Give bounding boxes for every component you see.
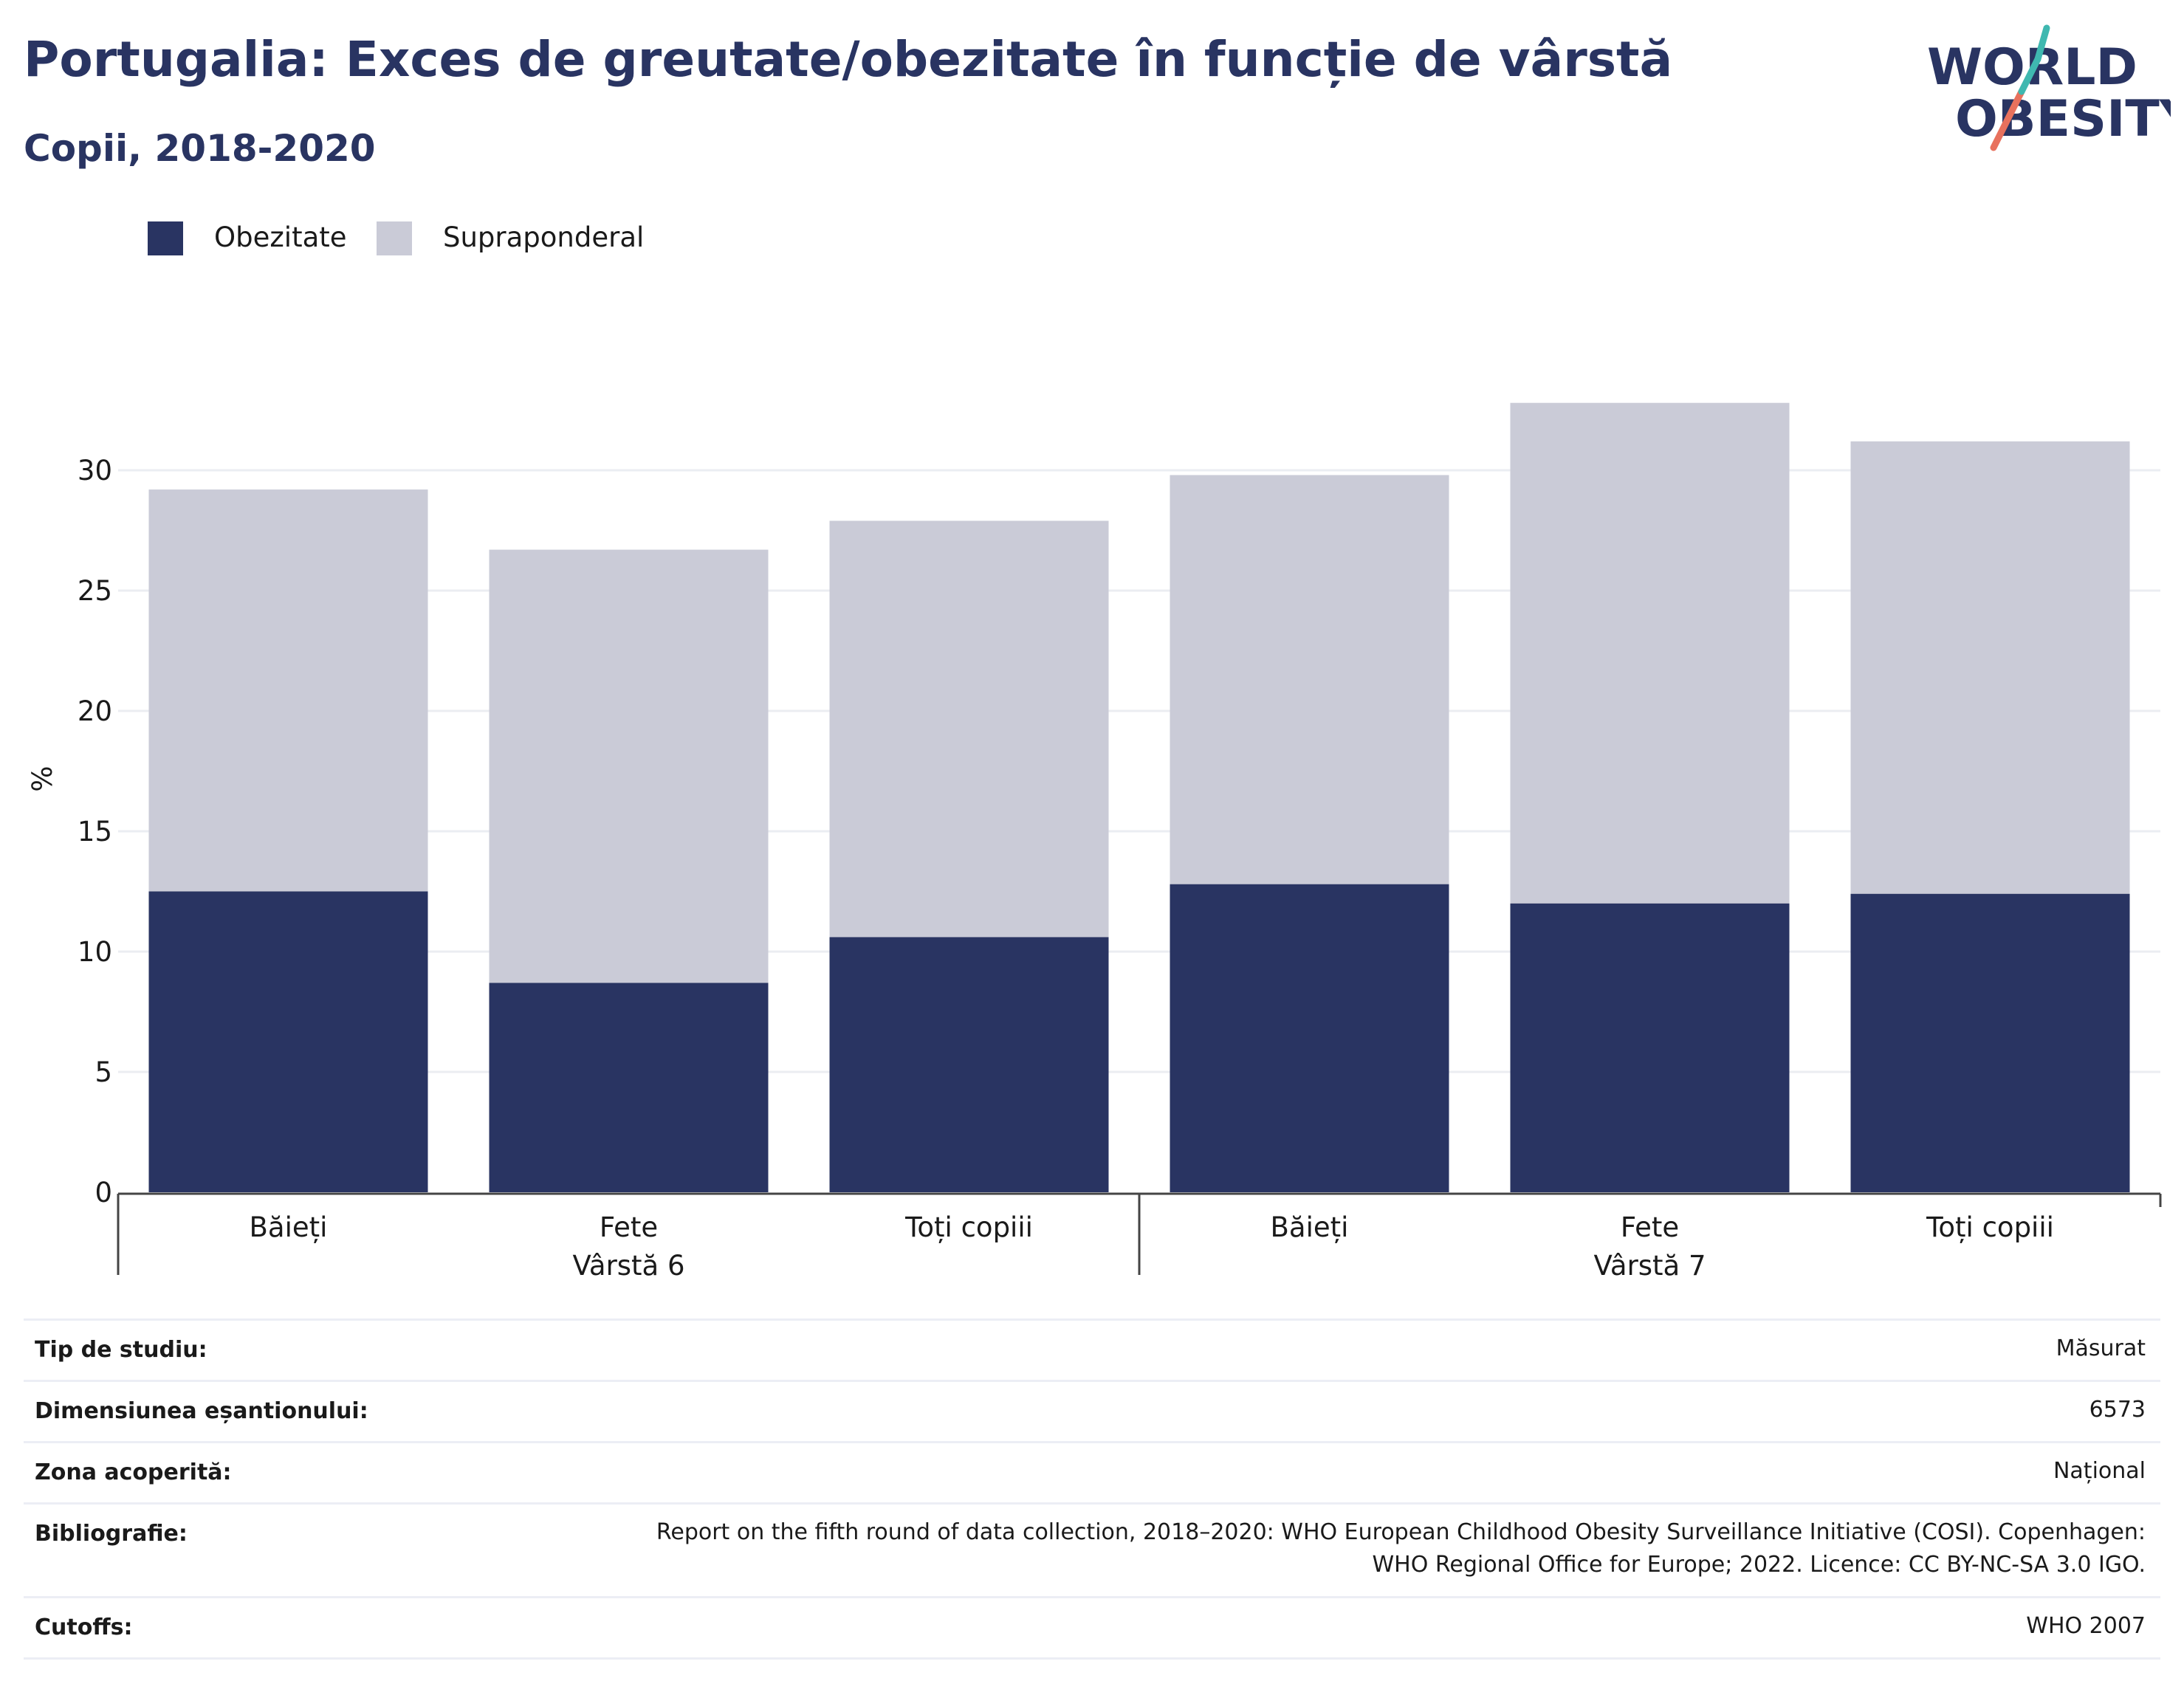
bar-obezitate-3 bbox=[1170, 884, 1449, 1192]
group-label-0: Vârstă 6 bbox=[572, 1250, 684, 1282]
y-tick-label-25: 25 bbox=[78, 575, 112, 607]
info-label-study-type: Tip de studiu: bbox=[35, 1337, 207, 1363]
stacked-bar-chart: 0 5 10 15 20 25 30% Băieți Fete Toți copiii Băieți… bbox=[27, 402, 2162, 1282]
legend-swatch-supraponderal bbox=[377, 221, 412, 255]
y-tick-label-15: 15 bbox=[78, 816, 112, 848]
x-tick-label-1: Fete bbox=[600, 1211, 658, 1243]
chart-subtitle: Copii, 2018-2020 bbox=[24, 127, 376, 170]
x-tick-label-0: Băieți bbox=[250, 1211, 328, 1243]
y-tick-label-30: 30 bbox=[78, 455, 112, 487]
bar-supraponderal-3 bbox=[1170, 475, 1449, 884]
info-value-bibliography: Report on the fifth round of data collec… bbox=[656, 1516, 2146, 1581]
y-tick-label-5: 5 bbox=[95, 1056, 112, 1088]
bibliography-line-1: Report on the fifth round of data collec… bbox=[656, 1519, 2146, 1545]
info-label-sample-size: Dimensiunea eșantionului: bbox=[35, 1398, 368, 1424]
info-label-cutoffs: Cutoffs: bbox=[35, 1615, 133, 1640]
x-tick-label-2: Toți copiii bbox=[904, 1211, 1033, 1243]
x-tick-label-3: Băieți bbox=[1271, 1211, 1349, 1243]
bar-supraponderal-2 bbox=[829, 520, 1109, 938]
bar-supraponderal-1 bbox=[489, 549, 769, 983]
bar-supraponderal-0 bbox=[148, 489, 428, 892]
bar-obezitate-2 bbox=[829, 937, 1109, 1192]
info-value-cutoffs: WHO 2007 bbox=[2026, 1613, 2146, 1639]
y-tick-label-20: 20 bbox=[78, 695, 112, 727]
bar-supraponderal-4 bbox=[1510, 402, 1790, 904]
bar-obezitate-5 bbox=[1850, 893, 2130, 1192]
x-tick-label-4: Fete bbox=[1621, 1211, 1679, 1243]
info-row-sample-size: Dimensiunea eșantionului: 6573 bbox=[24, 1380, 2160, 1441]
info-label-bibliography: Bibliografie: bbox=[35, 1521, 188, 1547]
info-label-area-covered: Zona acoperită: bbox=[35, 1460, 232, 1485]
bar-supraponderal-5 bbox=[1850, 441, 2130, 894]
info-value-area-covered: Național bbox=[2053, 1458, 2146, 1484]
bar-obezitate-0 bbox=[148, 891, 428, 1192]
y-tick-label-0: 0 bbox=[95, 1177, 112, 1208]
bar-obezitate-1 bbox=[489, 983, 769, 1192]
bibliography-line-2: WHO Regional Office for Europe; 2022. Li… bbox=[1372, 1552, 2146, 1578]
logo-graphic: WORLD OBESITY bbox=[1927, 24, 2184, 151]
group-label-1: Vârstă 7 bbox=[1593, 1250, 1706, 1282]
info-value-study-type: Măsurat bbox=[2056, 1335, 2146, 1361]
logo-slash-coral bbox=[1990, 88, 2025, 151]
legend-swatch-obezitate bbox=[148, 221, 183, 255]
info-row-area-covered: Zona acoperită: Național bbox=[24, 1441, 2160, 1502]
info-row-study-type: Tip de studiu: Măsurat bbox=[24, 1318, 2160, 1380]
legend-label-obezitate: Obezitate bbox=[214, 221, 347, 253]
world-obesity-logo: WORLD OBESITY bbox=[1920, 21, 2184, 161]
logo-slash-teal-top bbox=[2034, 24, 2050, 63]
bar-obezitate-4 bbox=[1510, 903, 1790, 1192]
study-info-table: Tip de studiu: Măsurat Dimensiunea eșant… bbox=[24, 1318, 2160, 1660]
info-row-bibliography: Bibliografie: Report on the fifth round … bbox=[24, 1502, 2160, 1596]
chart-title: Portugalia: Exces de greutate/obezitate … bbox=[24, 31, 1673, 88]
y-axis-label: % bbox=[27, 766, 58, 791]
info-value-sample-size: 6573 bbox=[2089, 1397, 2146, 1423]
logo-slash-teal bbox=[2018, 55, 2042, 95]
x-tick-label-5: Toți copiii bbox=[1926, 1211, 2054, 1243]
legend-label-supraponderal: Supraponderal bbox=[443, 221, 645, 253]
info-row-cutoffs: Cutoffs: WHO 2007 bbox=[24, 1596, 2160, 1660]
logo-line2: OBESITY bbox=[1955, 90, 2171, 148]
y-tick-label-10: 10 bbox=[78, 936, 112, 968]
